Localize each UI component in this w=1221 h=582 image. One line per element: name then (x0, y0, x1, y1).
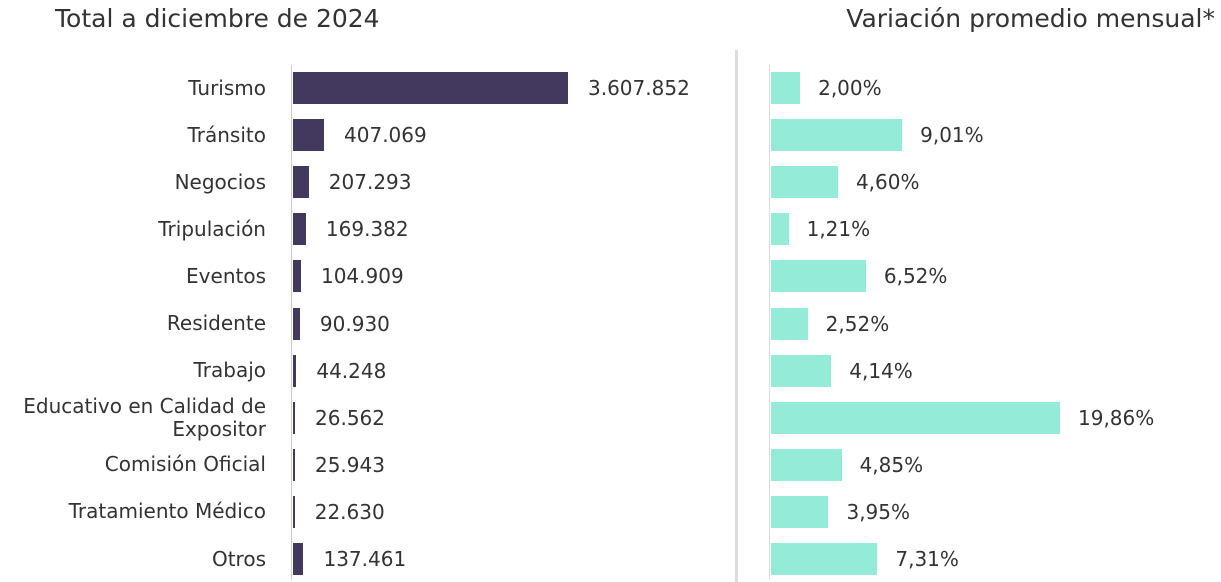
axis-line (769, 65, 770, 580)
bar (293, 260, 301, 293)
bar (293, 213, 306, 246)
bar (293, 72, 568, 104)
bar (771, 72, 801, 104)
value-label: 1,21% (806, 217, 871, 242)
category-label: Educativo en Calidad de Expositor (23, 393, 266, 441)
category-label: Comisión Oficial (104, 452, 266, 477)
value-label: 44.248 (316, 358, 387, 383)
value-label: 2,00% (818, 76, 882, 100)
value-label: 19,86% (1078, 405, 1155, 430)
category-label: Trabajo (193, 358, 267, 383)
category-label: Tránsito (187, 122, 267, 147)
value-label: 7,31% (895, 547, 959, 571)
chart-title: Total a diciembre de 2024 (55, 4, 380, 33)
value-label: 4,60% (855, 170, 920, 195)
value-label: 22.630 (314, 499, 385, 524)
bar (293, 543, 304, 575)
value-label: 207.293 (328, 170, 412, 195)
bar (771, 307, 808, 340)
value-label: 26.562 (315, 405, 385, 430)
bar (293, 448, 295, 481)
separator (735, 50, 738, 582)
bar (293, 495, 295, 528)
bar (771, 166, 838, 199)
value-label: 25.943 (314, 452, 385, 477)
bar (771, 448, 842, 481)
bar (771, 260, 866, 293)
category-label: Eventos (186, 263, 266, 288)
value-label: 6,52% (883, 264, 948, 289)
value-label: 3,95% (846, 499, 911, 524)
bar (771, 119, 903, 152)
value-label: 2,52% (825, 311, 890, 336)
bar (293, 166, 309, 199)
bar (293, 307, 300, 340)
value-label: 4,85% (859, 452, 924, 477)
bar (771, 354, 832, 387)
bar (771, 213, 789, 246)
value-label: 137.461 (323, 547, 407, 571)
bar (771, 401, 1060, 434)
bar (293, 119, 325, 152)
category-label: Otros (211, 546, 266, 571)
chart-title: Variación promedio mensual* (846, 4, 1215, 33)
value-label: 169.382 (325, 217, 409, 242)
axis-line (291, 65, 292, 580)
value-label: 4,14% (849, 358, 913, 383)
value-label: 407.069 (344, 123, 427, 148)
category-label: Turismo (188, 75, 266, 100)
bar (771, 495, 829, 528)
bar (293, 401, 296, 434)
bar (293, 354, 297, 387)
category-label: Tratamiento Médico (68, 499, 266, 524)
bar (771, 543, 878, 575)
category-label: Negocios (174, 169, 266, 194)
value-label: 104.909 (320, 264, 404, 289)
value-label: 3.607.852 (588, 76, 690, 100)
category-label: Residente (166, 311, 266, 335)
value-label: 90.930 (319, 311, 390, 336)
value-label: 9,01% (920, 123, 984, 148)
category-label: Tripulación (158, 216, 266, 241)
